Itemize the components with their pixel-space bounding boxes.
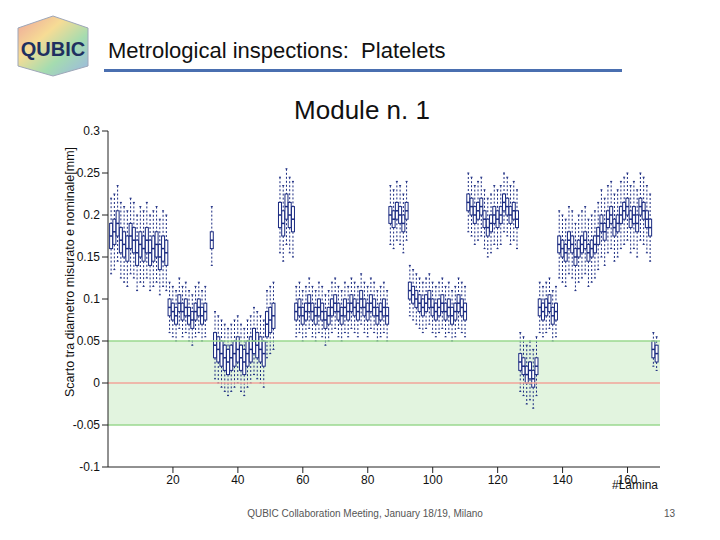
svg-text:0: 0 <box>93 376 100 390</box>
svg-text:QUBIC: QUBIC <box>21 38 85 60</box>
svg-text:80: 80 <box>361 473 375 487</box>
html-text:#Lamina: #Lamina <box>612 478 658 492</box>
html-text:13: 13 <box>664 508 676 519</box>
svg-text:0.05: 0.05 <box>77 334 101 348</box>
svg-text:120: 120 <box>488 473 508 487</box>
html-text:Metrological inspections: Plat: Metrological inspections: Platelets <box>108 38 446 63</box>
svg-text:0.15: 0.15 <box>77 250 101 264</box>
svg-text:40: 40 <box>231 473 245 487</box>
svg-text:20: 20 <box>166 473 180 487</box>
svg-text:0.1: 0.1 <box>83 292 100 306</box>
svg-text:0.25: 0.25 <box>77 166 101 180</box>
svg-text:-0.05: -0.05 <box>73 418 101 432</box>
svg-text:100: 100 <box>423 473 443 487</box>
svg-text:60: 60 <box>296 473 310 487</box>
svg-text:-0.1: -0.1 <box>79 460 100 474</box>
svg-text:0.3: 0.3 <box>83 124 100 138</box>
svg-text:140: 140 <box>553 473 573 487</box>
html-text:Scarto tra diametro misurato e: Scarto tra diametro misurato e nominale[… <box>63 147 77 397</box>
svg-text:0.2: 0.2 <box>83 208 100 222</box>
html-text:QUBIC Collaboration Meeting, J: QUBIC Collaboration Meeting, January 18/… <box>247 508 483 519</box>
html-text:Module n. 1: Module n. 1 <box>294 95 430 125</box>
